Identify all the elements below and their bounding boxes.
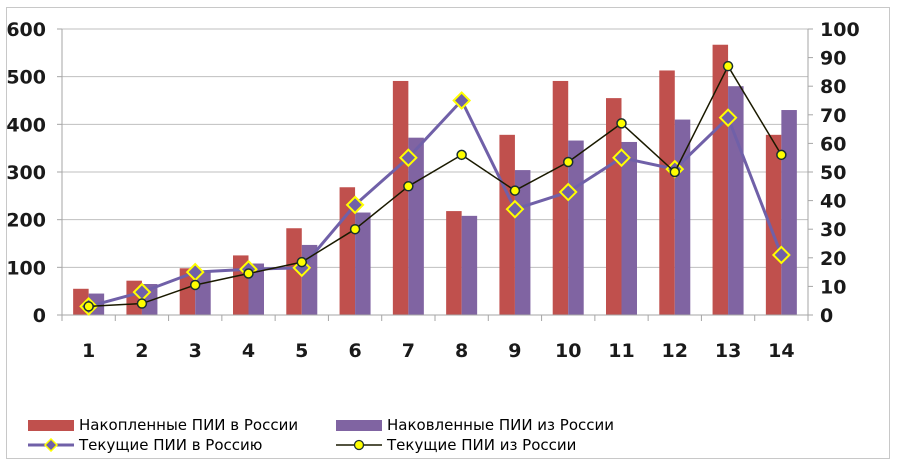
circle-marker (776, 149, 787, 161)
circle-marker (456, 149, 467, 161)
legend-item-bar-in-russia: Накопленные ПИИ в России (28, 416, 298, 434)
left-tick-label: 400 (6, 114, 46, 136)
bar (392, 80, 409, 315)
category-label: 12 (662, 340, 688, 362)
legend-item-bar-from-russia: Наковленные ПИИ из России (336, 416, 614, 434)
right-tick-label: 80 (820, 76, 846, 98)
circle-line-marker-icon (336, 439, 382, 451)
circle-marker (136, 298, 148, 309)
left-tick-label: 0 (33, 305, 46, 327)
right-tick-label: 30 (820, 219, 846, 241)
left-tick-label: 600 (6, 19, 46, 41)
circle-marker (296, 256, 308, 268)
diamond-marker (558, 182, 578, 202)
bar-series (73, 44, 797, 316)
bar (408, 137, 424, 315)
bar (659, 70, 675, 315)
category-label: 2 (135, 340, 148, 362)
bar (301, 244, 318, 315)
diamond-marker (505, 199, 525, 219)
bar (712, 44, 729, 315)
category-label: 1 (82, 340, 95, 362)
diamond-line-marker-icon (28, 438, 74, 452)
bar (179, 268, 196, 315)
bar (286, 228, 302, 315)
diamond-marker (771, 245, 791, 265)
circle-marker (189, 279, 201, 291)
bar (781, 110, 797, 316)
left-tick-label: 200 (6, 210, 46, 232)
right-tick-label: 90 (820, 48, 846, 70)
left-tick-label: 300 (6, 162, 46, 184)
purple-bar-swatch-icon (336, 419, 382, 431)
circle-marker (669, 166, 681, 178)
circle-marker (616, 118, 627, 129)
legend-item-line-from-russia: Текущие ПИИ из России (336, 436, 576, 454)
axes (57, 28, 813, 321)
circle-marker (722, 60, 734, 72)
legend-label: Наковленные ПИИ из России (387, 416, 615, 434)
legend-label: Текущие ПИИ в Россию (79, 436, 263, 454)
right-tick-label: 70 (820, 105, 846, 127)
bar (765, 134, 782, 315)
legend-label: Накопленные ПИИ в России (79, 416, 299, 434)
bar (552, 80, 569, 315)
category-label: 5 (295, 340, 308, 362)
right-tick-label: 20 (820, 248, 846, 270)
category-label: 11 (608, 340, 634, 362)
tick-labels: 0 100 200 300 400 500 600 0 10 20 30 40 50 60 70 80 90 10… (6, 19, 859, 362)
bar (568, 140, 584, 315)
diamond-marker (345, 195, 365, 215)
bar (446, 211, 462, 315)
right-tick-label: 10 (820, 276, 846, 298)
bar (461, 215, 478, 315)
line-series (79, 60, 791, 316)
legend-label: Текущие ПИИ из России (387, 436, 577, 454)
diamond-marker (718, 108, 738, 128)
circle-marker (509, 185, 521, 196)
left-tick-label: 500 (6, 67, 46, 89)
circle-marker (403, 181, 414, 192)
circle-marker (562, 156, 574, 168)
category-label: 13 (715, 340, 741, 362)
diamond-marker (452, 91, 472, 110)
bar (606, 98, 622, 315)
circle-marker (243, 268, 254, 279)
legend-item-line-in-russia: Текущие ПИИ в Россию (28, 436, 262, 454)
bar (674, 119, 691, 315)
category-label: 10 (555, 340, 581, 362)
bar (499, 134, 515, 315)
diamond-marker (612, 148, 631, 168)
left-tick-label: 100 (6, 257, 46, 279)
right-tick-label: 100 (820, 19, 860, 41)
right-tick-label: 40 (820, 191, 846, 213)
circle-marker (349, 223, 361, 235)
line-path (88, 65, 782, 308)
category-label: 7 (402, 340, 415, 362)
category-label: 6 (348, 340, 361, 362)
bar (621, 141, 637, 315)
right-tick-label: 0 (820, 305, 833, 327)
category-label: 4 (242, 340, 255, 362)
bar (728, 86, 744, 315)
circle-marker (83, 301, 94, 312)
category-label: 3 (189, 340, 202, 362)
right-tick-label: 60 (820, 133, 846, 155)
bar (355, 212, 371, 315)
category-label: 8 (455, 340, 468, 362)
category-label: 9 (508, 340, 521, 362)
category-label: 14 (768, 340, 794, 362)
diamond-marker (398, 148, 418, 168)
red-bar-swatch-icon (28, 419, 74, 431)
right-tick-label: 50 (820, 162, 846, 184)
